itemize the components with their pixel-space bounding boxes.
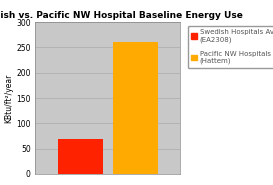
- Title: Swedish vs. Pacific NW Hospital Baseline Energy Use: Swedish vs. Pacific NW Hospital Baseline…: [0, 11, 243, 20]
- Bar: [113, 42, 158, 174]
- Bar: [58, 139, 103, 174]
- Legend: Swedish Hospitals Average
(EA2308), Pacific NW Hospitals Average
(Hattem): Swedish Hospitals Average (EA2308), Paci…: [188, 26, 273, 68]
- Y-axis label: KBtu/ft²/year: KBtu/ft²/year: [4, 73, 13, 123]
